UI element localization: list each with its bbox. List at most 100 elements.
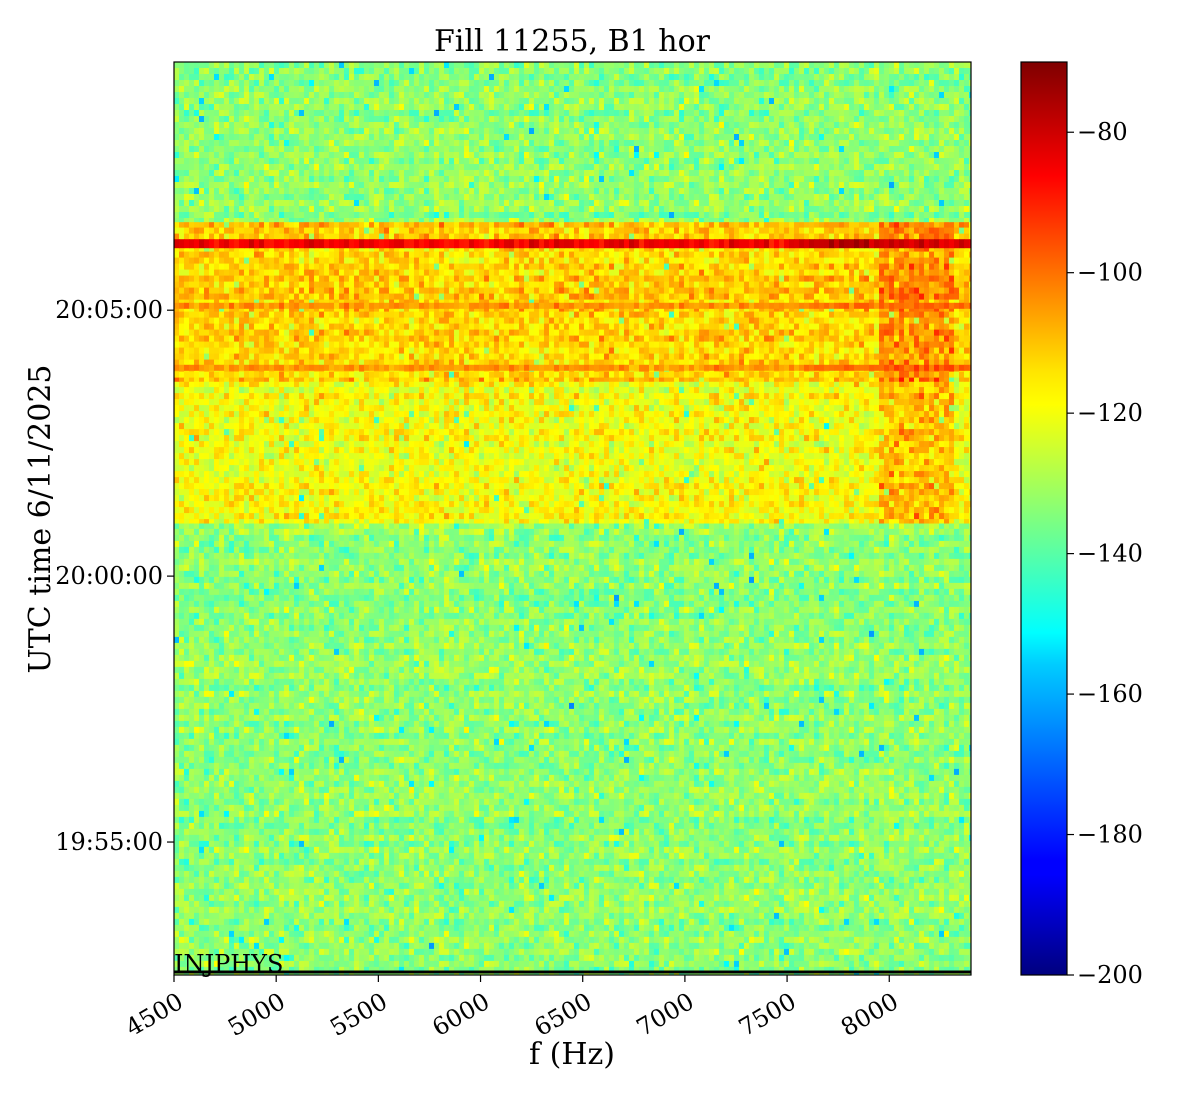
heatmap-cell: [769, 643, 775, 650]
heatmap-cell: [834, 619, 840, 626]
heatmap-cell: [774, 529, 780, 536]
heatmap-cell: [254, 673, 260, 680]
heatmap-cell: [209, 565, 215, 572]
heatmap-cell: [214, 685, 220, 692]
heatmap-cell: [604, 691, 610, 698]
heatmap-cell: [414, 667, 420, 674]
heatmap-cell: [409, 541, 415, 548]
heatmap-cell: [259, 673, 265, 680]
heatmap-cell: [694, 571, 700, 578]
heatmap-cell: [314, 613, 320, 620]
heatmap-cell: [484, 613, 490, 620]
heatmap-cell: [199, 691, 205, 698]
heatmap-cell: [814, 595, 820, 602]
heatmap-cell: [714, 625, 720, 632]
heatmap-cell: [864, 571, 870, 578]
heatmap-cell: [464, 583, 470, 590]
heatmap-cell: [479, 553, 485, 560]
heatmap-cell: [709, 667, 715, 674]
heatmap-cell: [374, 589, 380, 596]
heatmap-cell: [609, 529, 615, 536]
heatmap-cell: [279, 577, 285, 584]
heatmap-cell: [599, 523, 605, 530]
heatmap-cell: [444, 619, 450, 626]
heatmap-cell: [424, 571, 430, 578]
heatmap-cell: [639, 571, 645, 578]
heatmap-cell: [654, 667, 660, 674]
heatmap-cell: [449, 679, 455, 686]
heatmap-cell: [389, 613, 395, 620]
heatmap-cell: [859, 547, 865, 554]
heatmap-cell: [359, 553, 365, 560]
heatmap-cell: [789, 697, 795, 704]
heatmap-cell: [729, 577, 735, 584]
heatmap-cell: [579, 685, 585, 692]
heatmap-cell: [474, 655, 480, 662]
heatmap-cell: [339, 553, 345, 560]
heatmap-cell: [724, 673, 730, 680]
heatmap-cell: [454, 607, 460, 614]
heatmap-cell: [389, 553, 395, 560]
heatmap-cell: [389, 661, 395, 668]
heatmap-cell: [704, 607, 710, 614]
heatmap-cell: [639, 619, 645, 626]
heatmap-cell: [229, 637, 235, 644]
heatmap-cell: [344, 565, 350, 572]
heatmap-cell: [649, 643, 655, 650]
heatmap-cell: [399, 523, 405, 530]
heatmap-cell: [419, 661, 425, 668]
heatmap-cell: [789, 583, 795, 590]
heatmap-cell: [684, 571, 690, 578]
heatmap-cell: [579, 631, 585, 638]
heatmap-cell: [429, 661, 435, 668]
heatmap-cell: [409, 673, 415, 680]
heatmap-cell: [889, 529, 895, 536]
heatmap-cell: [244, 649, 250, 656]
heatmap-cell: [469, 619, 475, 626]
heatmap-cell: [259, 631, 265, 638]
heatmap-cell: [679, 703, 685, 710]
heatmap-cell: [374, 661, 380, 668]
heatmap-cell: [274, 589, 280, 596]
heatmap-cell: [854, 631, 860, 638]
heatmap-cell: [309, 559, 315, 566]
heatmap-cell: [579, 667, 585, 674]
heatmap-cell: [209, 577, 215, 584]
heatmap-cell: [904, 589, 910, 596]
heatmap-cell: [459, 529, 465, 536]
heatmap-cell: [914, 571, 920, 578]
heatmap-cell: [914, 667, 920, 674]
heatmap-cell: [394, 637, 400, 644]
heatmap-cell: [314, 619, 320, 626]
heatmap-cell: [939, 655, 945, 662]
heatmap-cell: [189, 541, 195, 548]
heatmap-cell: [379, 589, 385, 596]
heatmap-cell: [729, 553, 735, 560]
heatmap-cell: [214, 637, 220, 644]
heatmap-cell: [429, 577, 435, 584]
heatmap-cell: [459, 595, 465, 602]
heatmap-cell: [204, 535, 210, 542]
heatmap-cell: [259, 583, 265, 590]
heatmap-cell: [389, 655, 395, 662]
heatmap-cell: [379, 703, 385, 710]
heatmap-cell: [574, 679, 580, 686]
heatmap-cell: [464, 529, 470, 536]
heatmap-cell: [714, 637, 720, 644]
heatmap-cell: [419, 667, 425, 674]
heatmap-cell: [689, 577, 695, 584]
heatmap-cell: [514, 631, 520, 638]
heatmap-cell: [824, 631, 830, 638]
heatmap-cell: [844, 601, 850, 608]
heatmap-cell: [894, 619, 900, 626]
heatmap-cell: [234, 655, 240, 662]
heatmap-cell: [479, 661, 485, 668]
heatmap-cell: [509, 601, 515, 608]
heatmap-cell: [234, 607, 240, 614]
heatmap-cell: [879, 553, 885, 560]
heatmap-cell: [344, 637, 350, 644]
heatmap-cell: [889, 589, 895, 596]
heatmap-cell: [789, 637, 795, 644]
heatmap-cell: [294, 697, 300, 704]
heatmap-cell: [569, 649, 575, 656]
